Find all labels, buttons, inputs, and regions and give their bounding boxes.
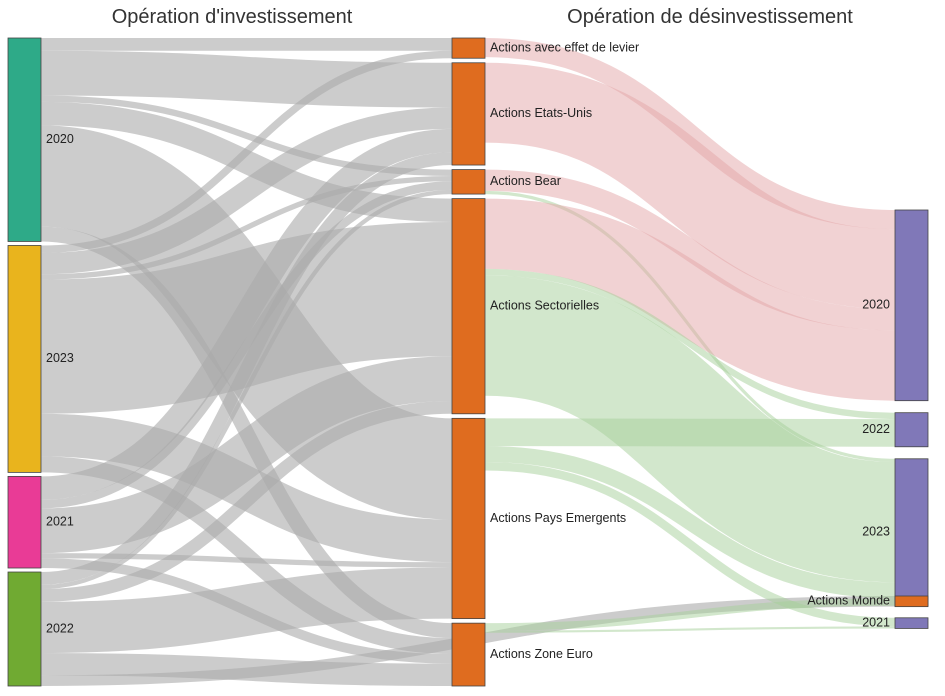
sankey-link-inv2023-usa: [40, 107, 453, 275]
sankey-link-inv2023-emerg: [40, 413, 453, 563]
sankey-node-inv2023: [7, 245, 42, 473]
sankey-node-inv2022: [7, 571, 42, 687]
node-label-des2020: 2020: [862, 298, 890, 312]
sankey-link-inv2023-levier: [40, 50, 453, 253]
sankey-node-des2021: [894, 617, 929, 629]
sankey-link-inv2021-usa: [40, 128, 453, 500]
sankey-node-usa: [451, 62, 486, 166]
sankey-node-monde: [894, 595, 929, 608]
sankey-link-inv2021-sect: [40, 356, 453, 554]
node-label-inv2021: 2021: [46, 514, 74, 528]
node-label-inv2020: 2020: [46, 132, 74, 146]
node-label-monde: Actions Monde: [807, 594, 890, 608]
node-label-usa: Actions Etats-Unis: [490, 106, 592, 120]
sankey-link-emerg-des2022: [484, 418, 896, 447]
sankey-link-usa-des2020: [484, 62, 896, 310]
node-label-inv2023: 2023: [46, 351, 74, 365]
node-label-des2021: 2021: [862, 615, 890, 629]
sankey-link-inv2022-usa: [40, 152, 453, 585]
node-label-inv2022: 2022: [46, 621, 74, 635]
column-title-investment: Opération d'investissement: [112, 6, 353, 28]
sankey-node-levier: [451, 37, 486, 59]
sankey-node-bear: [451, 169, 486, 195]
sankey-nodes: [7, 37, 929, 687]
column-title-divestment: Opération de désinvestissement: [567, 6, 853, 28]
sankey-node-inv2020: [7, 37, 42, 242]
sankey-link-euro-des2023: [484, 598, 896, 631]
node-label-emerg: Actions Pays Emergents: [490, 511, 626, 525]
sankey-links: [38, 37, 897, 686]
node-label-levier: Actions avec effet de levier: [490, 40, 639, 54]
sankey-node-inv2021: [7, 475, 42, 569]
sankey-link-inv2021-bear: [40, 181, 453, 509]
sankey-link-bear-des2020: [484, 169, 896, 331]
sankey-labels: 2020 2023 2021 2022 Actions avec effet de le…: [46, 40, 890, 660]
sankey-link-sect-des2020: [484, 198, 896, 401]
sankey-link-euro-des2021: [484, 626, 896, 633]
node-label-sect: Actions Sectorielles: [490, 299, 599, 313]
node-label-des2023: 2023: [862, 525, 890, 539]
sankey-node-des2022: [894, 412, 929, 448]
node-label-euro: Actions Zone Euro: [490, 647, 593, 661]
node-label-des2022: 2022: [862, 422, 890, 436]
sankey-link-sect-des2022: [484, 268, 896, 420]
sankey-node-sect: [451, 198, 486, 415]
sankey-link-inv2022-sect: [40, 401, 453, 602]
sankey-link-levier-des2020: [484, 37, 896, 230]
node-label-bear: Actions Bear: [490, 174, 561, 188]
sankey-link-emerg-des2021: [484, 462, 896, 627]
sankey-node-des2023: [894, 458, 929, 607]
sankey-node-euro: [451, 622, 486, 687]
sankey-node-des2020: [894, 209, 929, 402]
sankey-link-inv2022-emerg: [40, 567, 453, 653]
sankey-link-emerg-des2023: [484, 446, 896, 599]
sankey-link-inv2020-usa: [40, 50, 453, 108]
sankey-node-emerg: [451, 417, 486, 620]
sankey-link-inv2022-bear: [40, 189, 453, 590]
